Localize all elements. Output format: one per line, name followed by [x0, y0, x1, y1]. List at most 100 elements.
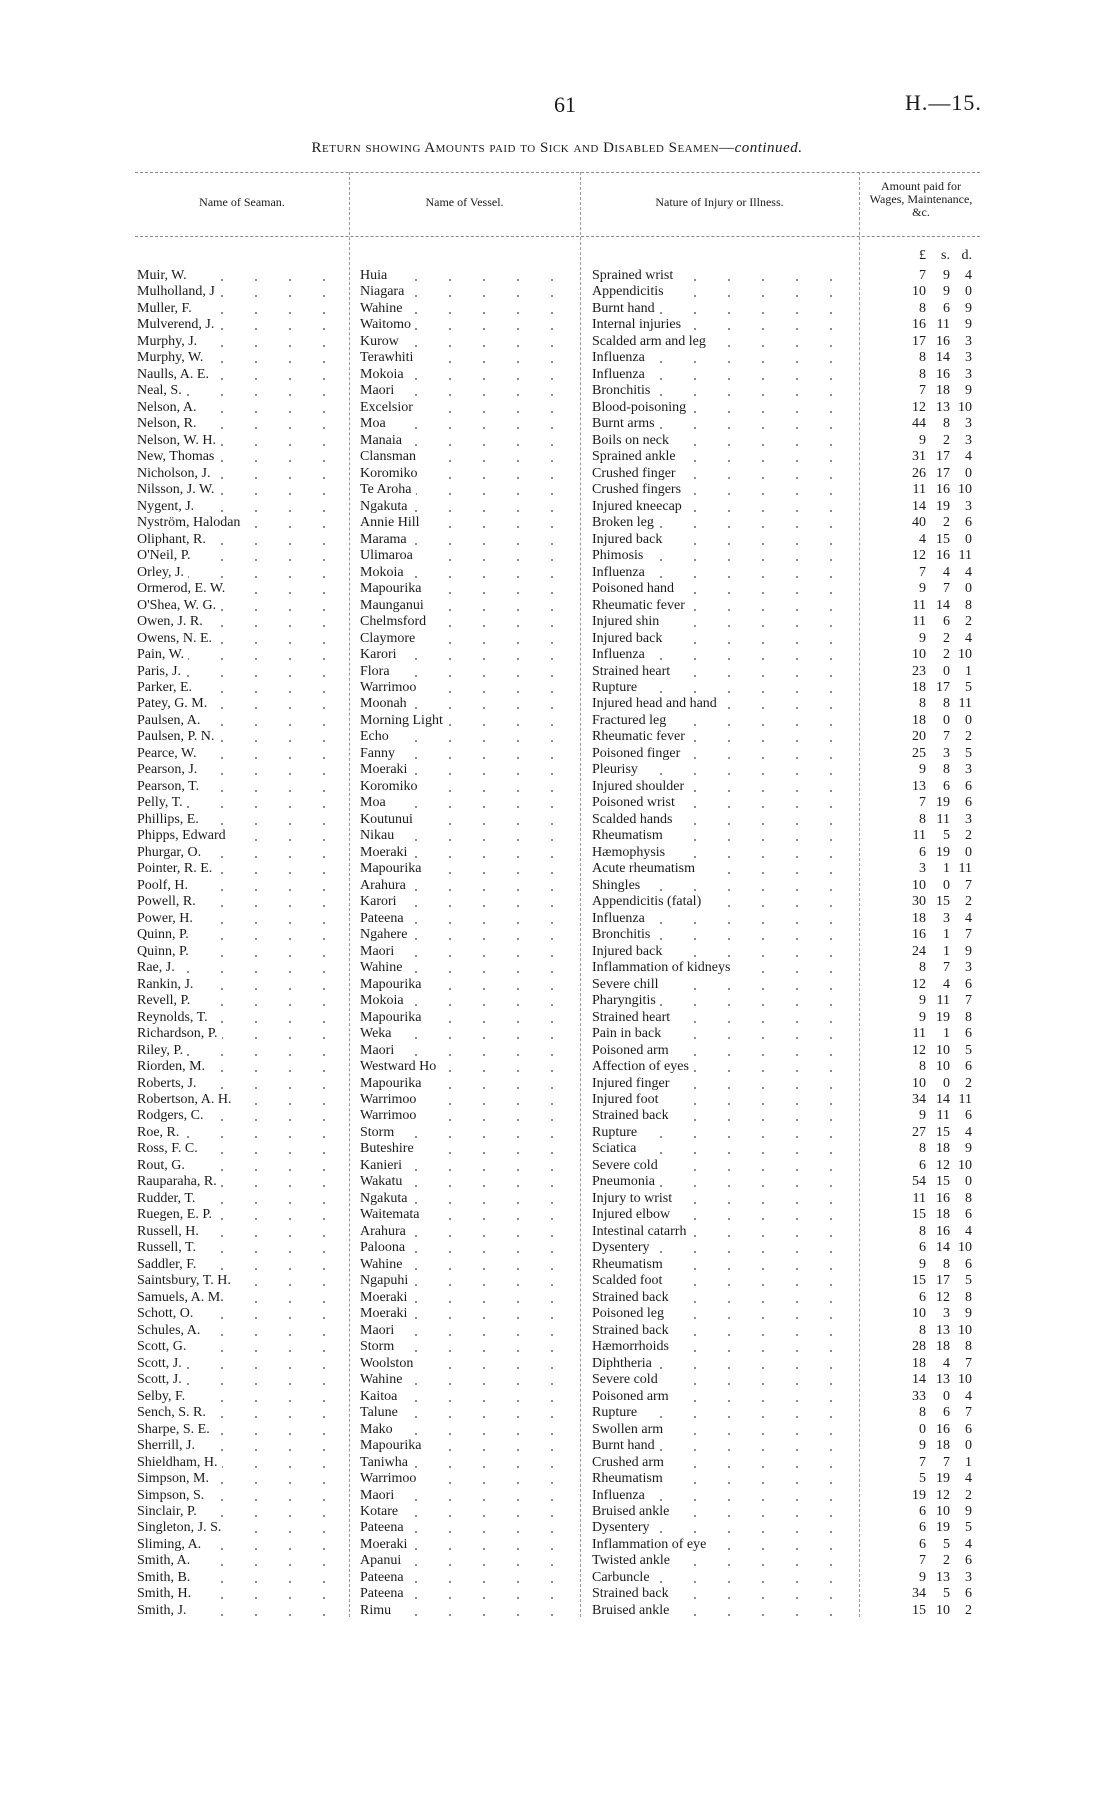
vessel-name-text: Wakatu — [360, 1174, 407, 1190]
amount-pence: 4 — [965, 268, 972, 283]
vessel-name: Maori — [360, 1322, 575, 1339]
amount-pounds: 8 — [919, 1141, 926, 1157]
injury-description-text: Poisoned finger — [592, 745, 685, 761]
seaman-name-text: Selby, F. — [137, 1388, 190, 1404]
amount-pence: 1 — [965, 663, 972, 679]
seaman-name: Mulverend, J. — [137, 317, 347, 333]
injury-description: Rupture — [592, 1405, 854, 1421]
seaman-name-text: Naulls, A. E. — [137, 366, 213, 382]
amount-pounds: 9 — [919, 1256, 926, 1272]
vessel-name-text: Kurow — [360, 333, 403, 349]
table-row: Robertson, A. H. Warrimoo Injured foot 34 14… — [0, 1092, 1114, 1109]
amount-pounds: 9 — [919, 581, 926, 597]
seaman-name: Revell, P. — [137, 993, 347, 1009]
injury-description: Pneumonia — [592, 1174, 854, 1190]
injury-description: Strained back — [592, 1289, 854, 1306]
amount-shillings: 19 — [936, 795, 950, 811]
seaman-name-text: Power, H. — [137, 910, 197, 926]
seaman-name-text: Paris, J. — [137, 663, 185, 679]
amount-pence: 10 — [958, 399, 972, 415]
injury-description: Acute rheumatism — [592, 861, 854, 877]
vessel-name: Kaitoa — [360, 1388, 575, 1405]
injury-description-text: Bruised ankle — [592, 1504, 674, 1519]
header-name-of-seaman: Name of Seaman. — [199, 195, 285, 209]
amount-shillings: 19 — [936, 1520, 950, 1536]
amount-pence: 2 — [965, 729, 972, 745]
seaman-name: Ross, F. C. — [137, 1141, 347, 1157]
seaman-name-text: Pain, W. — [137, 647, 189, 663]
amount-pounds: 9 — [919, 993, 926, 1009]
amount-shillings: 10 — [936, 1042, 950, 1058]
amount-pounds: 6 — [919, 1289, 926, 1305]
table-row: Sherrill, J. Mapourika Burnt hand 9 18 0 — [0, 1438, 1114, 1455]
injury-description-text: Strained heart — [592, 663, 675, 679]
table-row: Ross, F. C. Buteshire Sciatica 8 18 9 — [0, 1141, 1114, 1158]
injury-description: Appendicitis (fatal) — [592, 894, 854, 910]
injury-description-text: Injured elbow — [592, 1207, 675, 1223]
amount-shillings: 19 — [936, 1009, 950, 1025]
seaman-name: Paulsen, A. — [137, 712, 347, 729]
header-name-of-vessel: Name of Vessel. — [425, 195, 504, 209]
amount-pence: 0 — [965, 1438, 972, 1454]
injury-description-text: Sciatica — [592, 1141, 641, 1157]
injury-description: Hæmophysis — [592, 844, 854, 861]
amount-pence: 8 — [965, 597, 972, 613]
amount-pounds: 9 — [919, 762, 926, 778]
table-row: Nelson, W. H. Manaia Boils on neck 9 2 3 — [0, 432, 1114, 450]
injury-description: Hæmorrhoids — [592, 1339, 854, 1355]
vessel-name: Warrimoo — [360, 1108, 575, 1124]
injury-description: Poisoned hand — [592, 581, 854, 597]
vessel-name: Moa — [360, 795, 575, 811]
injury-description-text: Injury to wrist — [592, 1190, 677, 1206]
table-row: Smith, J. Rimu Bruised ankle 15 10 2 — [0, 1602, 1114, 1620]
seaman-name: Quinn, P. — [137, 927, 347, 943]
amount-shillings: 5 — [943, 1536, 950, 1552]
amount-pence: 4 — [965, 449, 972, 465]
seaman-name-text: Simpson, S. — [137, 1487, 209, 1503]
vessel-name: Ngakuta — [360, 498, 575, 515]
seaman-name: Rodgers, C. — [137, 1108, 347, 1124]
seaman-name: Scott, G. — [137, 1339, 347, 1355]
injury-description: Injured elbow — [592, 1207, 854, 1223]
seaman-name: Riorden, M. — [137, 1059, 347, 1075]
vessel-name: Kurow — [360, 333, 575, 350]
vessel-name: Wahine — [360, 300, 575, 317]
table-row: Saintsbury, T. H. Ngapuhi Scalded foot 15 17… — [0, 1273, 1114, 1290]
injury-description-text: Inflammation of kidneys — [592, 960, 735, 976]
vessel-name-text: Moeraki — [360, 844, 412, 860]
amount-pounds: 7 — [919, 1454, 926, 1470]
amount-pounds: 54 — [912, 1174, 926, 1190]
seaman-name-text: Patey, G. M. — [137, 696, 212, 712]
amount-pence: 2 — [965, 1602, 972, 1618]
table-row: Selby, F. Kaitoa Poisoned arm 33 0 4 — [0, 1388, 1114, 1406]
table-row: Sharpe, S. E. Mako Swollen arm 0 16 6 — [0, 1421, 1114, 1439]
vessel-name: Talune — [360, 1405, 575, 1421]
injury-description-text: Sprained wrist — [592, 268, 678, 283]
table-row: Riorden, M. Westward Ho Affection of eyes 8… — [0, 1059, 1114, 1076]
vessel-name: Kotare — [360, 1504, 575, 1520]
amount-pounds: 6 — [919, 1157, 926, 1173]
amount-pounds: 11 — [912, 1190, 926, 1206]
amount-pounds: 0 — [919, 1421, 926, 1437]
seaman-name: Rudder, T. — [137, 1190, 347, 1207]
injury-description-text: Rheumatism — [592, 1471, 667, 1487]
vessel-name-text: Weka — [360, 1026, 396, 1042]
seaman-name: Smith, B. — [137, 1569, 347, 1586]
vessel-name-text: Rimu — [360, 1602, 396, 1618]
vessel-name: Moeraki — [360, 844, 575, 861]
vessel-name: Moeraki — [360, 1289, 575, 1306]
injury-description: Dysentery — [592, 1240, 854, 1256]
seaman-name: Reynolds, T. — [137, 1009, 347, 1026]
seaman-name: Smith, A. — [137, 1553, 347, 1569]
seaman-name: O'Shea, W. G. — [137, 597, 347, 614]
table-row: Rankin, J. Mapourika Severe chill 12 4 6 — [0, 976, 1114, 994]
injury-description: Rupture — [592, 1124, 854, 1141]
amount-pounds: 8 — [919, 811, 926, 827]
vessel-name-text: Talune — [360, 1405, 402, 1421]
seaman-name: Nygent, J. — [137, 498, 347, 515]
table-row: Simpson, S. Maori Influenza 19 12 2 — [0, 1487, 1114, 1505]
injury-description: Twisted ankle — [592, 1553, 854, 1569]
table-row: Rauparaha, R. Wakatu Pneumonia 54 15 0 — [0, 1174, 1114, 1191]
amount-pence: 7 — [965, 927, 972, 943]
table-row: Quinn, P. Maori Injured back 24 1 9 — [0, 943, 1114, 961]
